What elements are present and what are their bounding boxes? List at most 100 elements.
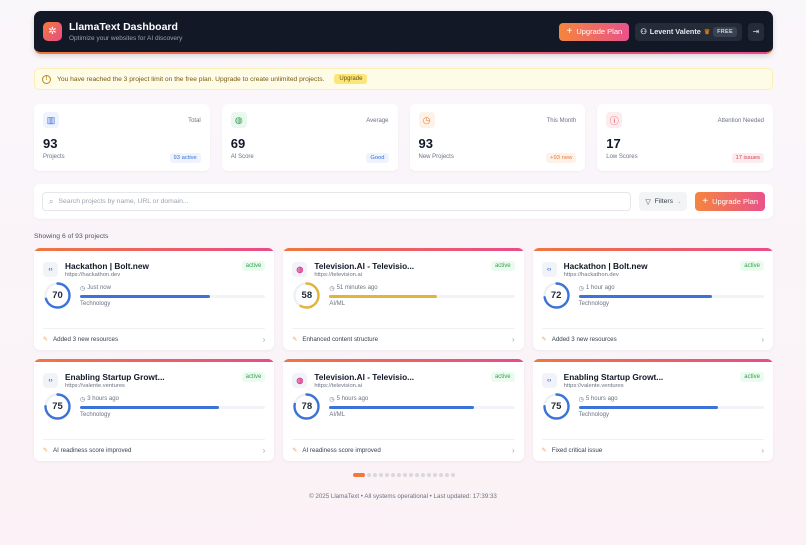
project-title[interactable]: Enabling Startup Growt... xyxy=(65,372,165,382)
project-card[interactable]: ‹› Hackathon | Bolt.new https://hackatho… xyxy=(532,248,773,350)
page-dot[interactable] xyxy=(397,473,401,477)
activity-row[interactable]: ✎ Fixed critical issue › xyxy=(541,439,764,461)
project-url: https://valente.ventures xyxy=(65,383,125,389)
chevron-right-icon[interactable]: › xyxy=(761,335,764,344)
stat-label: Projects xyxy=(43,154,65,160)
results-count: Showing 6 of 93 projects xyxy=(34,233,109,240)
score-value: 70 xyxy=(52,290,63,301)
activity-row[interactable]: ✎ Enhanced content structure › xyxy=(292,328,515,350)
project-card[interactable]: ‹› Enabling Startup Growt... https://val… xyxy=(532,359,773,461)
project-title[interactable]: Television.AI - Televisio... xyxy=(314,261,415,271)
logout-button[interactable]: ⇥ xyxy=(748,22,764,41)
clock-icon: ◷ xyxy=(80,396,86,403)
page-dot[interactable] xyxy=(433,473,437,477)
score-bar xyxy=(80,294,266,298)
page-dot[interactable] xyxy=(385,473,389,477)
score-ring: 70 xyxy=(43,281,72,310)
search-icon: ⌕ xyxy=(49,196,54,206)
updated-time: ◷ 5 hours ago xyxy=(579,396,764,403)
project-url: https://hackathon.dev xyxy=(65,272,121,278)
stat-caption: This Month xyxy=(546,118,577,124)
chevron-right-icon[interactable]: › xyxy=(761,446,764,455)
time-text: Just now xyxy=(87,285,111,291)
clock-icon: ◷ xyxy=(418,112,435,128)
clock-icon: ◷ xyxy=(578,285,584,292)
project-card[interactable]: ‹› Enabling Startup Growt... https://val… xyxy=(34,359,275,461)
project-url: https://hackathon.dev xyxy=(563,272,619,278)
sparkle-icon: ✲ xyxy=(43,22,62,41)
activity-row[interactable]: ✎ Added 3 new resources › xyxy=(43,328,266,350)
project-card[interactable]: ‹› Hackathon | Bolt.new https://hackatho… xyxy=(34,248,275,350)
score-bar xyxy=(578,405,764,409)
score-value: 78 xyxy=(301,401,313,412)
brand: LlamaText Dashboard Optimize your websit… xyxy=(69,21,182,43)
project-card[interactable]: ◍ Television.AI - Televisio... https://t… xyxy=(283,248,524,350)
page-dot[interactable] xyxy=(373,473,377,477)
search-input[interactable] xyxy=(58,198,625,205)
stat-value: 93 xyxy=(418,136,433,151)
footer: © 2025 LlamaText • All systems operation… xyxy=(309,493,497,500)
page-dot[interactable] xyxy=(451,473,455,477)
page-dot[interactable] xyxy=(445,473,449,477)
app-header: ✲ LlamaText Dashboard Optimize your webs… xyxy=(34,11,773,54)
score-ring: 72 xyxy=(542,281,571,310)
filter-icon: ▽ xyxy=(645,198,651,206)
page-dot[interactable] xyxy=(403,473,407,477)
time-text: 1 hour ago xyxy=(585,285,615,291)
stat-label: AI Score xyxy=(230,154,254,160)
page-dot[interactable] xyxy=(367,473,371,477)
chevron-right-icon[interactable]: › xyxy=(511,446,515,455)
project-category: AI/ML xyxy=(329,300,345,307)
chevron-right-icon[interactable]: › xyxy=(262,335,266,344)
page-dot[interactable] xyxy=(415,473,419,477)
project-category: Technology xyxy=(578,411,610,418)
page-dot[interactable] xyxy=(427,473,431,477)
filters-label: Filters xyxy=(654,198,674,205)
chevron-right-icon[interactable]: › xyxy=(511,335,515,344)
score-ring: 78 xyxy=(292,392,321,421)
project-title[interactable]: Television.AI - Televisio... xyxy=(314,372,415,382)
stat-card: ◷ This Month 93 New Projects +93 new xyxy=(409,104,586,171)
project-title[interactable]: Hackathon | Bolt.new xyxy=(65,261,149,271)
chevron-right-icon[interactable]: › xyxy=(262,446,266,455)
page-dot[interactable] xyxy=(421,473,425,477)
status-badge: active xyxy=(490,372,515,382)
activity-text: Added 3 new resources xyxy=(551,336,617,343)
clock-icon: ◷ xyxy=(329,396,335,403)
status-badge: active xyxy=(740,372,764,382)
project-title[interactable]: Hackathon | Bolt.new xyxy=(563,261,648,271)
activity-row[interactable]: ✎ AI readiness score improved › xyxy=(292,439,515,461)
code-icon: ‹› xyxy=(43,262,58,277)
stat-badge: 93 active xyxy=(169,153,201,163)
activity-text: Enhanced content structure xyxy=(302,336,379,343)
upgrade-plan-button[interactable]: + Upgrade Plan xyxy=(695,192,765,211)
search-field[interactable]: ⌕ xyxy=(42,192,632,211)
page-dot[interactable] xyxy=(391,473,395,477)
activity-row[interactable]: ✎ Added 3 new resources › xyxy=(541,328,764,350)
status-badge: active xyxy=(740,261,764,271)
bar-chart-icon: ▥ xyxy=(43,112,59,128)
score-ring: 75 xyxy=(542,392,571,421)
page-dot[interactable] xyxy=(439,473,443,477)
project-title[interactable]: Enabling Startup Growt... xyxy=(563,372,664,382)
stat-caption: Attention Needed xyxy=(717,118,764,124)
page-dot[interactable] xyxy=(379,473,383,477)
tag-icon: ✎ xyxy=(43,448,49,454)
status-badge: active xyxy=(241,261,266,271)
user-menu[interactable]: ⚇ Levent Valente ♛ FREE xyxy=(635,22,742,41)
plan-badge: FREE xyxy=(713,26,737,37)
project-card[interactable]: ◍ Television.AI - Televisio... https://t… xyxy=(283,359,524,461)
stat-label: New Projects xyxy=(418,154,454,160)
code-icon: ‹› xyxy=(43,373,58,388)
activity-row[interactable]: ✎ AI readiness score improved › xyxy=(43,439,266,461)
project-category: Technology xyxy=(578,300,610,307)
activity-text: AI readiness score improved xyxy=(302,447,381,454)
header-upgrade-button[interactable]: + Upgrade Plan xyxy=(559,22,630,41)
page-dot[interactable] xyxy=(353,473,365,477)
filters-button[interactable]: ▽ Filters ⌄ xyxy=(639,192,688,211)
stat-card: ▥ Total 93 Projects 93 active xyxy=(34,104,210,171)
score-bar xyxy=(329,294,515,298)
user-name: Levent Valente xyxy=(649,27,701,36)
page-dot[interactable] xyxy=(409,473,413,477)
alert-upgrade-button[interactable]: Upgrade xyxy=(334,74,368,84)
